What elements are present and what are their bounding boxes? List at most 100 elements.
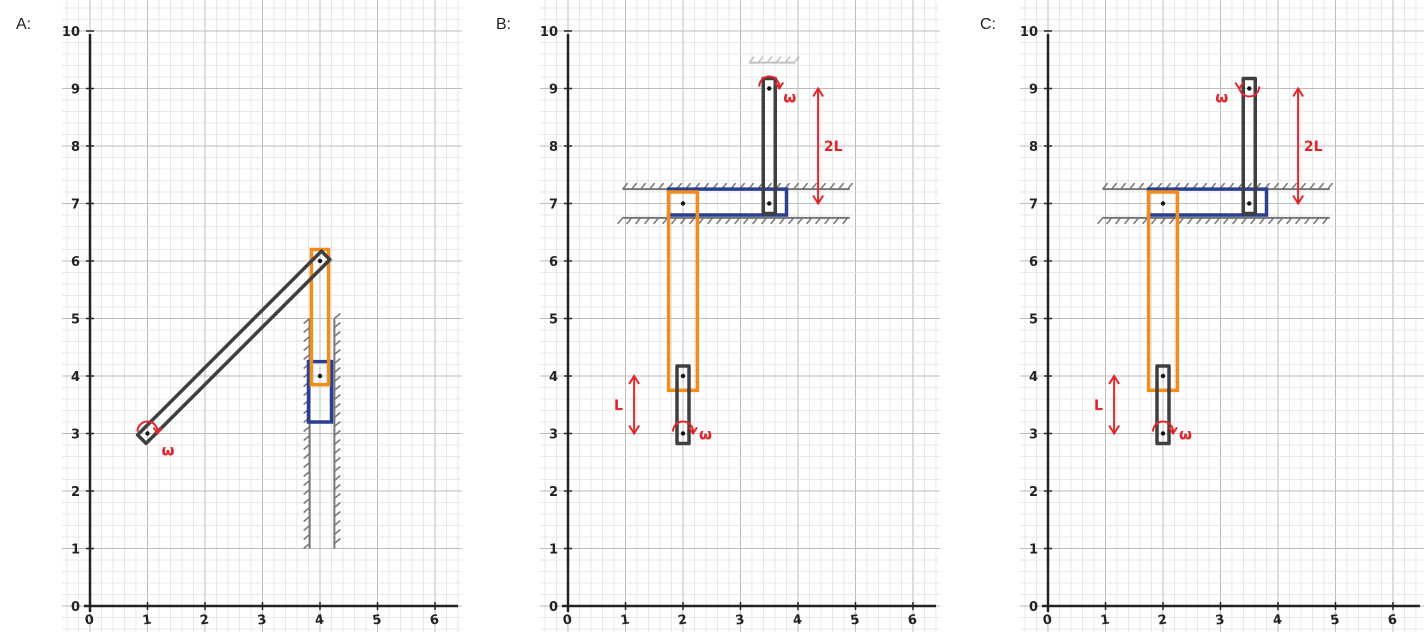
pin-joint [767,86,772,91]
hatch-tick [1241,217,1248,225]
y-tick-label: 6 [1029,255,1038,270]
length-dimension: 2L [812,86,843,206]
x-tick-label: 0 [84,612,95,628]
x-tick-label: 4 [314,612,325,628]
lower-crank-link [1155,364,1171,446]
hatch-tick [303,452,311,460]
y-tick-label: 9 [549,83,558,98]
hatch-tick [743,217,750,225]
hatch-tick [658,182,665,190]
lower-guide-wall [617,216,850,225]
omega-arc [672,420,694,432]
hatch-tick [829,182,836,190]
pin-joint [1160,373,1166,379]
hatch-tick [1120,182,1127,190]
hatch-tick [847,182,854,190]
x-tick-label: 1 [141,612,152,628]
hatch-tick [303,533,311,541]
pin-joint [1247,201,1252,206]
y-tick-label: 4 [549,370,558,385]
y-tick-label: 2 [549,485,558,500]
hatch-tick [793,182,800,190]
angular-velocity-indicator: ω [672,420,712,444]
hatch-tick [333,483,341,491]
pin-joint [680,431,686,436]
hatch-tick [1259,217,1266,225]
x-tick-label: 5 [371,612,382,628]
pin-joint [680,373,686,379]
y-tick-label: 7 [549,198,558,213]
hatch-tick [725,217,732,225]
y-tick-label: 9 [71,83,80,98]
hatch-tick [644,217,651,225]
y-tick-label: 6 [549,255,558,270]
y-tick-label: 2 [71,485,80,500]
x-tick-label: 6 [1387,612,1398,628]
hatch-tick [784,56,791,64]
x-tick-label: 1 [1099,612,1110,628]
dimension-arrowhead [1292,86,1304,98]
hatch-tick [1160,217,1167,225]
hatch-tick [1309,182,1316,190]
hatch-tick [842,217,849,225]
hatch-tick [788,217,795,225]
omega-arc [1238,86,1261,98]
hatch-tick [333,411,341,419]
hatch-tick [752,217,759,225]
omega-label: ω [1215,89,1228,107]
hatch-tick [303,317,311,325]
omega-label: ω [162,442,175,460]
hatch-tick [303,515,311,523]
hatch-tick [303,443,311,451]
panel-b-label: B: [496,16,512,33]
hatch-tick [1295,217,1302,225]
y-tick-label: 8 [1029,140,1038,155]
dimension-arrowhead [1108,424,1120,436]
hatch-tick [1102,182,1109,190]
omega-arc [758,75,781,87]
hatch-tick [649,182,656,190]
pin-joint [317,258,323,264]
hatch-tick [802,182,809,190]
hatch-tick [333,510,341,518]
panel-c-diagram: 0 1 2 3 4 5 6 0 1 2 3 4 5 6 7 8 9 10 ω ω 2L L [1020,0,1424,632]
hatch-tick [333,519,341,527]
hatch-tick [1138,182,1145,190]
dimension-arrowhead [1292,194,1304,206]
hatch-tick [1291,182,1298,190]
omega-label: ω [783,89,796,107]
hatch-tick [1111,182,1118,190]
dimension-label: 2L [824,139,843,155]
y-tick-label: 3 [1029,428,1038,443]
hatch-tick [833,217,840,225]
hatch-tick [1124,217,1131,225]
x-tick-label: 0 [562,612,573,628]
y-tick-label: 7 [71,198,80,213]
y-tick-label: 4 [71,370,80,385]
dimension-arrowhead [1108,374,1120,385]
hatch-tick [1327,182,1334,190]
hatch-tick [734,217,741,225]
angular-velocity-indicator: ω [758,75,796,107]
hatch-tick [838,182,845,190]
hatch-tick [635,217,642,225]
hatch-tick [680,217,687,225]
graph-grid [540,0,940,632]
hatch-tick [333,312,341,320]
angular-velocity-indicator: ω [136,420,175,460]
y-tick-label: 0 [1029,600,1038,615]
x-tick-label: 5 [1329,612,1340,628]
graph-grid [62,0,462,632]
hatch-tick [820,182,827,190]
hatch-tick [640,182,647,190]
omega-arrowhead [688,426,698,436]
hatch-tick [622,182,629,190]
hatch-tick [333,492,341,500]
hatch-tick [333,339,341,347]
hatch-tick [333,501,341,509]
omega-arrowhead [1168,426,1178,436]
hatch-tick [303,425,311,433]
hatch-tick [1318,182,1325,190]
pin-joint [1160,201,1166,206]
